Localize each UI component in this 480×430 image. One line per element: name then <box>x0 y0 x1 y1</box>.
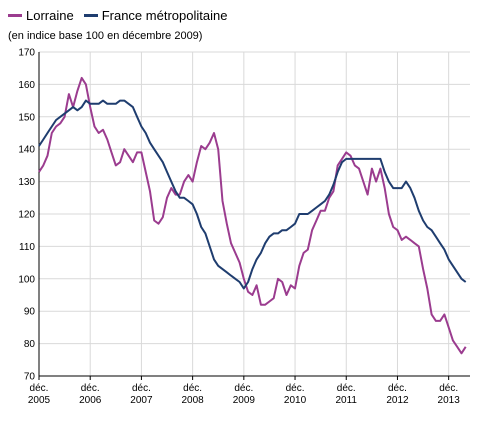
x-tick-label-2008-month: déc. <box>183 383 202 394</box>
legend-swatch-france <box>83 14 98 17</box>
y-tick-label-160: 160 <box>18 80 35 91</box>
y-tick-label-100: 100 <box>18 274 35 285</box>
x-tick-label-2005-year: 2005 <box>28 395 51 406</box>
y-tick-label-140: 140 <box>18 145 35 156</box>
x-tick-label-2012-year: 2012 <box>386 395 409 406</box>
y-tick-label-110: 110 <box>19 242 35 253</box>
x-tick-label-2006-year: 2006 <box>79 395 102 406</box>
x-tick-label-2013-month: déc. <box>439 383 458 394</box>
x-tick-label-2009-month: déc. <box>234 383 253 394</box>
x-tick-label-2010-year: 2010 <box>284 395 307 406</box>
x-tick-label-2005-month: déc. <box>30 383 49 394</box>
x-tick-label-2012-month: déc. <box>388 383 407 394</box>
x-tick-label-2007-year: 2007 <box>130 395 153 406</box>
y-tick-label-80: 80 <box>24 339 36 350</box>
series-line-france-metropolitaine <box>38 99 467 290</box>
x-tick-label-2008-year: 2008 <box>181 395 204 406</box>
y-tick-label-120: 120 <box>18 210 35 221</box>
y-tick-label-70: 70 <box>24 372 36 383</box>
x-tick-label-2009-year: 2009 <box>233 395 256 406</box>
y-tick-label-130: 130 <box>18 177 35 188</box>
series-line-lorraine <box>38 76 467 355</box>
legend-item-lorraine: Lorraine <box>8 8 74 23</box>
x-tick-label-2011-month: déc. <box>337 383 356 394</box>
x-tick-label-2013-year: 2013 <box>438 395 461 406</box>
y-tick-label-90: 90 <box>24 307 36 318</box>
legend-label-lorraine: Lorraine <box>26 8 74 23</box>
y-tick-label-170: 170 <box>18 48 35 59</box>
legend-swatch-lorraine <box>8 14 22 17</box>
legend-label-france: France métropolitaine <box>101 8 228 23</box>
chart-subtitle: (en indice base 100 en décembre 2009) <box>8 30 203 42</box>
legend: Lorraine France métropolitaine <box>8 8 237 23</box>
legend-item-france: France métropolitaine <box>83 8 228 23</box>
x-tick-label-2007-month: déc. <box>132 383 151 394</box>
y-tick-label-150: 150 <box>18 112 35 123</box>
x-tick-label-2011-year: 2011 <box>335 395 357 406</box>
x-tick-label-2006-month: déc. <box>81 383 100 394</box>
x-tick-label-2010-month: déc. <box>286 383 305 394</box>
